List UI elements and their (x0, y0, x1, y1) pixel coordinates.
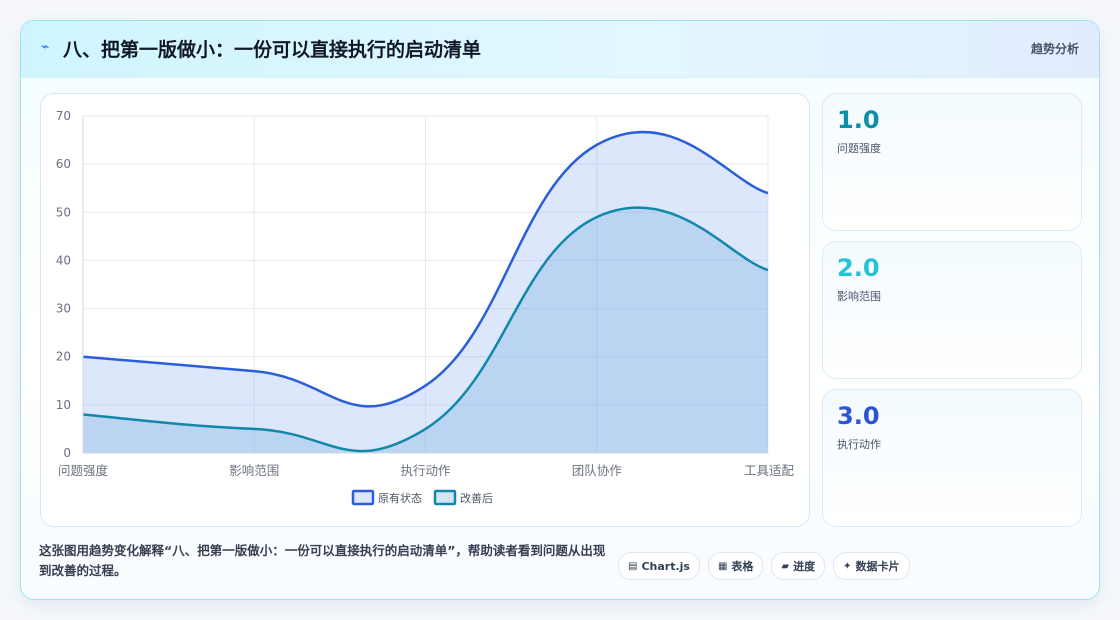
y-tick-label: 30 (56, 302, 71, 316)
sparkle-icon: ✦ (843, 560, 852, 572)
series-line-1 (82, 130, 769, 408)
series-area-2 (83, 207, 768, 453)
series-line-2 (82, 206, 769, 453)
chart-panel: 0 10 20 30 40 50 60 70 问题强度 影响范围 执行动作 团队协作 工具适配原有状态 改… (40, 93, 810, 527)
x-tick-label: 工具适配 (744, 463, 795, 478)
chart-icon: ▤ (628, 560, 638, 572)
page-title: 八、把第一版做小：一份可以直接执行的启动清单 (63, 39, 482, 61)
table-icon: ▦ (717, 560, 728, 572)
pill-data-card[interactable]: ✦ 数据卡片 (833, 552, 910, 580)
y-tick-label: 20 (56, 350, 71, 364)
x-tick-label: 团队协作 (572, 463, 623, 478)
x-tick-label: 执行动作 (400, 463, 451, 478)
pill-label: 表格 (731, 560, 754, 573)
legend-label-2: 改善后 (460, 491, 493, 505)
legend-swatch-1 (351, 489, 375, 506)
y-tick-label: 0 (63, 446, 71, 460)
y-tick-label: 10 (56, 398, 71, 412)
stat-value-1: 1.0 (837, 106, 880, 134)
series-area-1 (83, 131, 768, 454)
stat-value-2: 2.0 (837, 254, 880, 282)
pill-label: 进度 (793, 560, 816, 573)
pill-progress[interactable]: ▰ 进度 (771, 552, 826, 580)
stat-label-1: 问题强度 (837, 142, 881, 155)
y-tick-label: 40 (56, 253, 71, 267)
progress-icon: ▰ (781, 560, 790, 572)
chart-card: ⌁ 八、把第一版做小：一份可以直接执行的启动清单 趋势分析 0 10 20 30 40 5… (20, 20, 1100, 600)
stat-card-2: 2.0 影响范围 (822, 241, 1082, 379)
stat-label-2: 影响范围 (837, 290, 881, 303)
pill-table[interactable]: ▦ 表格 (707, 552, 764, 580)
chart-description: 这张图用趋势变化解释“八、把第一版做小：一份可以直接执行的启动清单”，帮助读者看… (39, 543, 606, 578)
feature-pills: ▤ Chart.js ▦ 表格 ▰ 进度 ✦ 数据卡片 (618, 552, 910, 580)
stat-label-3: 执行动作 (837, 438, 881, 451)
x-tick-label: 问题强度 (58, 463, 109, 478)
y-tick-label: 70 (56, 109, 71, 123)
header-tag: 趋势分析 (1030, 42, 1079, 56)
pill-chartjs[interactable]: ▤ Chart.js (618, 552, 700, 580)
stat-value-3: 3.0 (837, 402, 880, 430)
stat-card-1: 1.0 问题强度 (822, 93, 1082, 231)
stat-card-3: 3.0 执行动作 (822, 389, 1082, 527)
y-tick-label: 60 (56, 157, 71, 171)
card-header: ⌁ 八、把第一版做小：一份可以直接执行的启动清单 趋势分析 (21, 21, 1099, 78)
legend-swatch-2 (433, 489, 457, 506)
y-tick-label: 50 (56, 205, 71, 219)
lightning-icon: ⌁ (41, 39, 50, 55)
legend-label-1: 原有状态 (378, 491, 422, 505)
pill-label: Chart.js (641, 559, 690, 573)
x-tick-label: 影响范围 (229, 463, 279, 478)
pill-label: 数据卡片 (855, 560, 900, 573)
